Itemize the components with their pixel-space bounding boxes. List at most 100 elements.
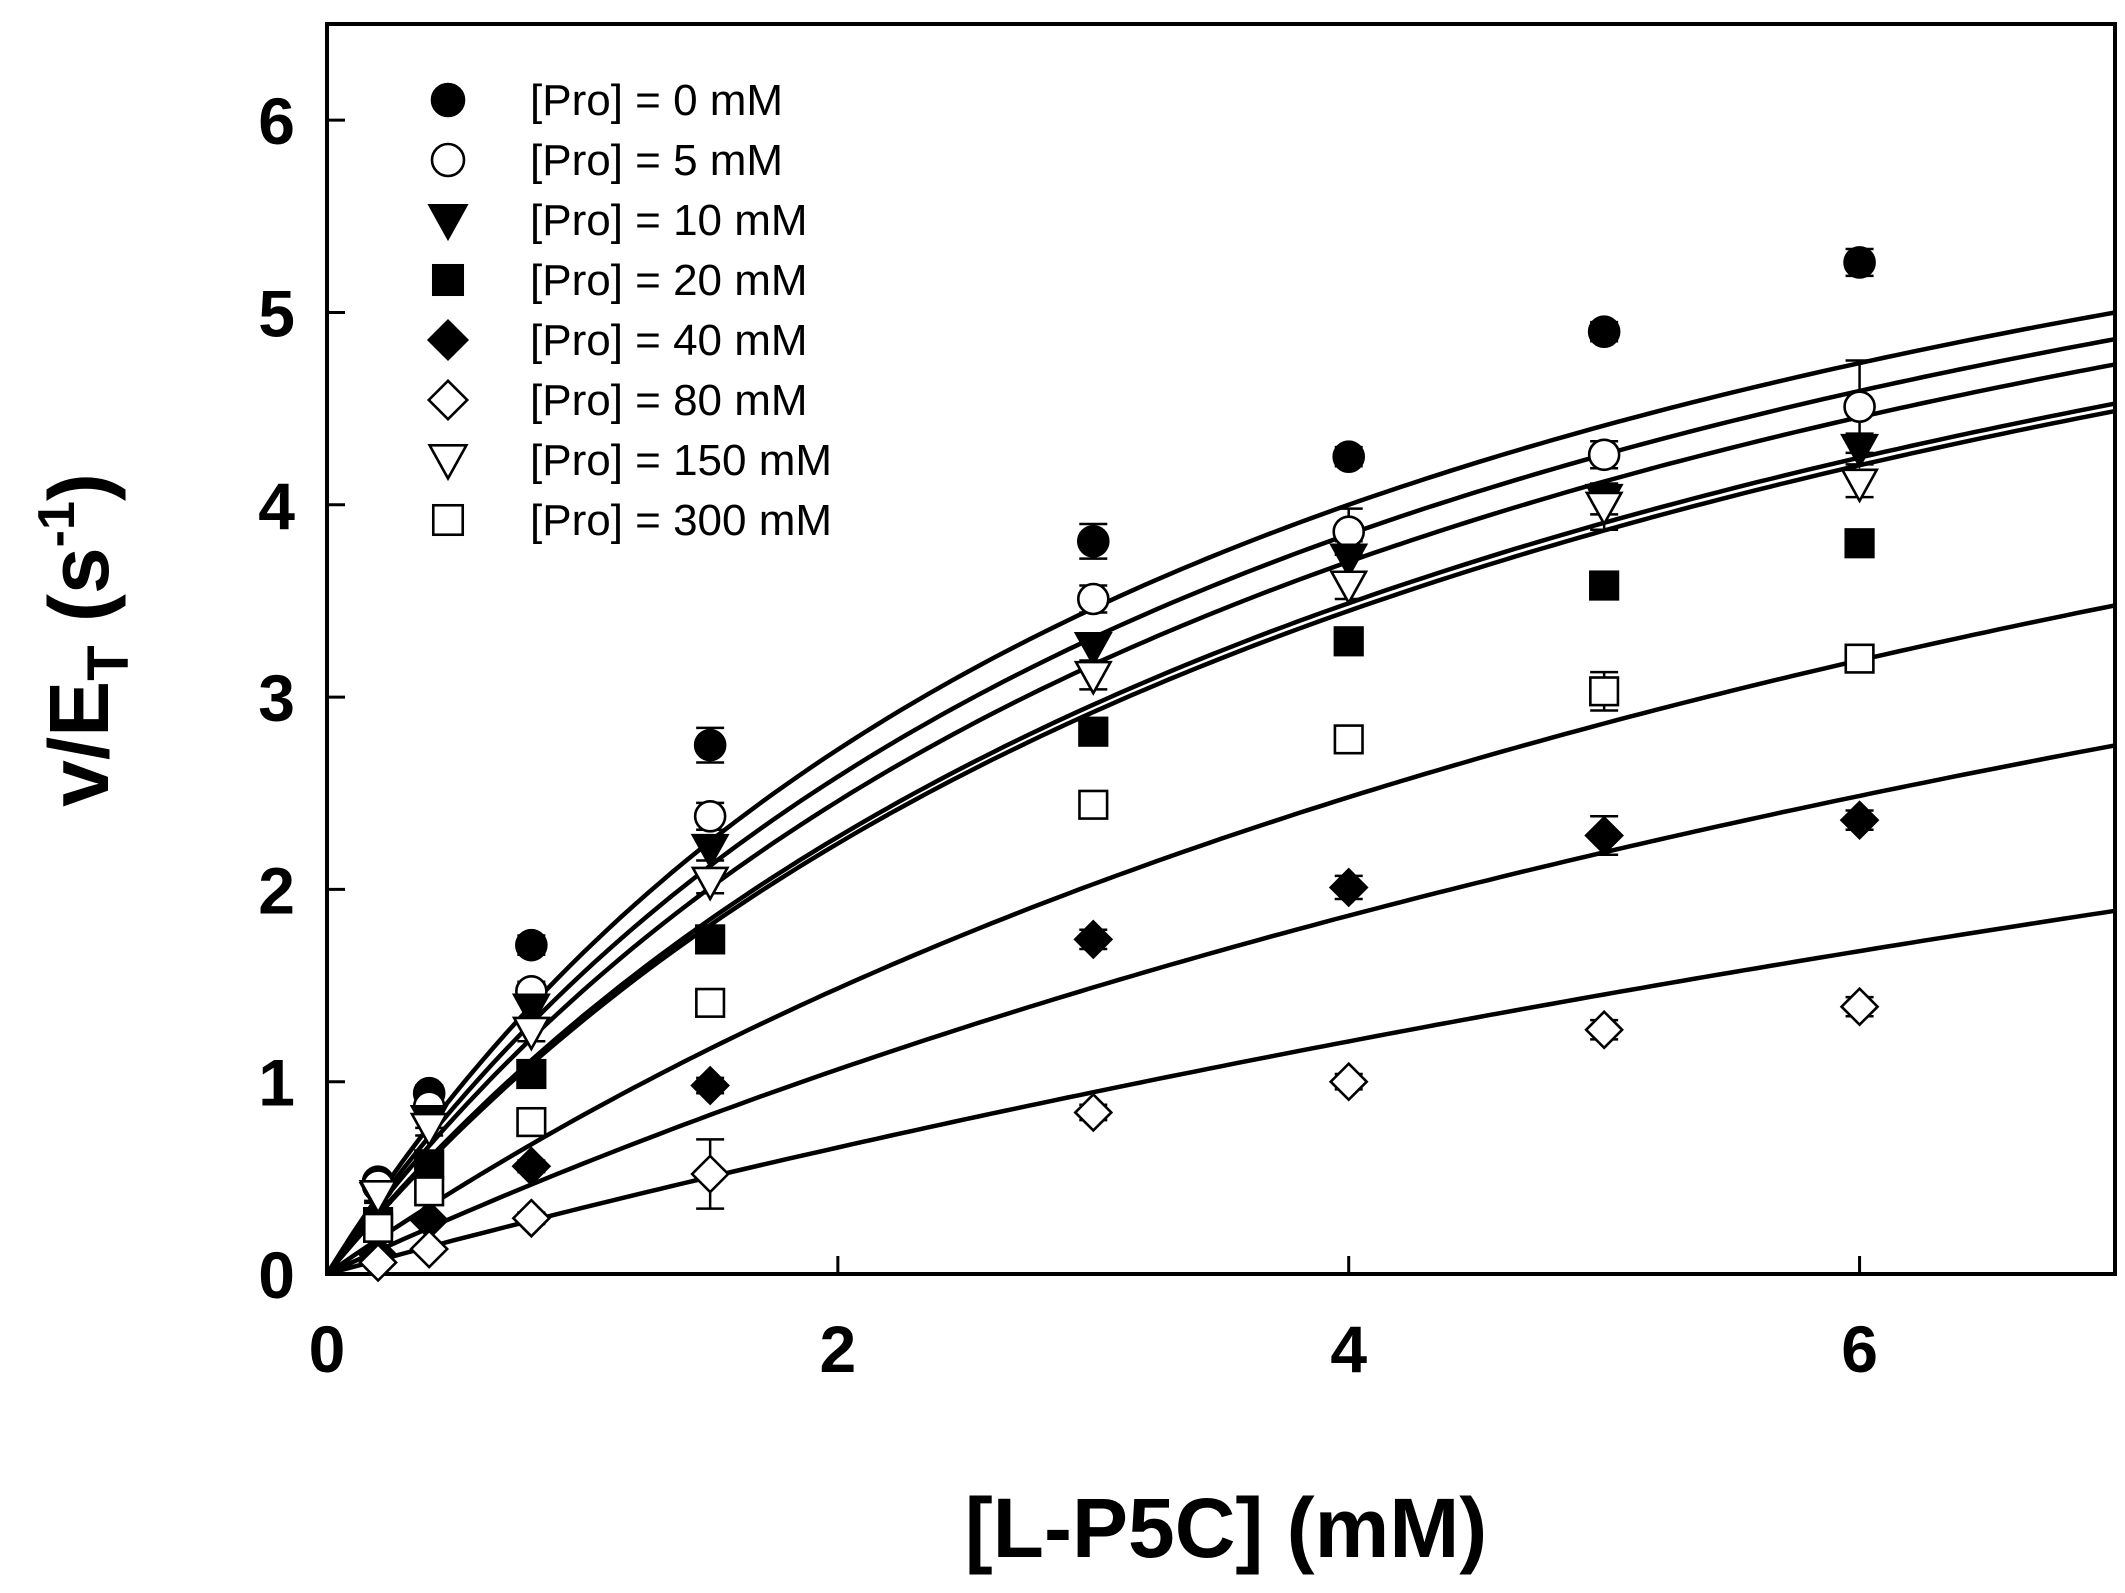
legend-label: [Pro] = 150 mM [530, 436, 832, 485]
data-point [1584, 491, 1624, 527]
y-tick-label: 0 [258, 1238, 295, 1312]
data-point [690, 1065, 730, 1106]
data-point [1073, 919, 1114, 960]
data-point [1843, 390, 1876, 423]
data-point [362, 1212, 394, 1243]
plot-area-frame [325, 22, 2117, 1276]
legend-label: [Pro] = 0 mM [530, 76, 783, 125]
legend-label: [Pro] = 5 mM [530, 136, 783, 185]
fit-curve [325, 603, 2116, 1276]
data-point [1332, 440, 1366, 473]
data-point [1076, 582, 1110, 616]
data-point [511, 1146, 552, 1187]
axis-ticks: 0 2 4 6 0 1 2 3 4 5 6 [258, 84, 1878, 1386]
data-point [1076, 525, 1110, 558]
data-point [1589, 676, 1620, 707]
fit-curve [326, 743, 2116, 1277]
fit-curve [325, 362, 2116, 1276]
data-point [1584, 1009, 1624, 1050]
data-point [1329, 543, 1369, 579]
y-tick-label: 4 [258, 469, 295, 543]
legend-marker [431, 263, 465, 297]
legend-label: [Pro] = 40 mM [530, 316, 808, 365]
legend-entry: [Pro] = 20 mM [431, 256, 808, 305]
data-point [695, 924, 726, 955]
data-point [1073, 1092, 1114, 1133]
legend-entry: [Pro] = 10 mM [427, 196, 808, 245]
data-point [1843, 246, 1876, 279]
data-point [1332, 515, 1366, 548]
data-point [511, 1016, 551, 1052]
data-point [1078, 789, 1109, 820]
data-point [1844, 643, 1875, 674]
legend-entry: [Pro] = 80 mM [426, 376, 808, 425]
y-tick-label: 1 [258, 1046, 295, 1120]
legend-marker [431, 503, 465, 537]
legend-marker [427, 443, 469, 482]
legend-marker [426, 378, 470, 422]
legend-marker [430, 142, 466, 178]
y-tick-label: 3 [258, 661, 295, 735]
data-point [511, 993, 551, 1029]
legend-label: [Pro] = 20 mM [530, 256, 808, 305]
legend-marker [427, 203, 469, 242]
data-point [414, 1149, 445, 1180]
data-point [693, 728, 727, 762]
legend-entry: [Pro] = 300 mM [431, 496, 832, 545]
data-point [1073, 631, 1113, 668]
data-point [693, 800, 727, 833]
x-tick-label: 2 [819, 1312, 856, 1386]
data-point [690, 833, 730, 869]
y-tick-label: 2 [258, 853, 295, 927]
data-point [358, 1180, 398, 1216]
data-point [515, 928, 548, 962]
data-point [409, 1112, 449, 1148]
fit-curve [326, 908, 2116, 1277]
legend-marker [430, 82, 466, 118]
y-axis-title: v/ET (s-1) [28, 473, 141, 807]
data-point [690, 866, 730, 902]
data-point [1078, 716, 1109, 747]
data-point [1840, 433, 1880, 469]
data-points [358, 246, 1880, 1283]
fit-curve [325, 401, 2116, 1276]
x-tick-label: 4 [1330, 1312, 1367, 1386]
data-point [1844, 528, 1875, 559]
data-point [1839, 986, 1880, 1027]
x-axis-title: [L-P5C] (mM) [965, 1481, 1488, 1575]
data-point [1329, 570, 1369, 606]
legend-entry: [Pro] = 150 mM [427, 436, 832, 485]
data-point [1333, 626, 1364, 657]
legend-label: [Pro] = 80 mM [530, 376, 808, 425]
fit-curves [325, 310, 2116, 1277]
data-point [1333, 724, 1364, 755]
legend-entry: [Pro] = 5 mM [430, 136, 783, 185]
data-point [409, 1229, 450, 1269]
data-point [516, 1058, 547, 1090]
fit-curve [325, 310, 2116, 1276]
data-point [516, 1106, 547, 1138]
legend-entry: [Pro] = 0 mM [430, 76, 783, 125]
fit-curve [325, 336, 2116, 1276]
data-point [1587, 315, 1621, 348]
data-point [1589, 570, 1620, 601]
legend-label: [Pro] = 300 mM [530, 496, 832, 545]
legend-marker [426, 318, 470, 362]
x-tick-label: 0 [309, 1312, 346, 1386]
data-point [511, 1198, 552, 1239]
data-point [1839, 800, 1880, 840]
data-point [1587, 438, 1621, 472]
y-tick-label: 6 [258, 84, 295, 158]
data-point [695, 987, 726, 1018]
data-point [1840, 468, 1880, 504]
fit-curve [325, 408, 2116, 1276]
legend-label: [Pro] = 10 mM [530, 196, 808, 245]
legend-entry: [Pro] = 40 mM [426, 316, 808, 365]
y-tick-label: 5 [258, 276, 295, 350]
data-point [1073, 660, 1113, 696]
data-point [358, 1242, 398, 1283]
data-point [690, 1154, 730, 1194]
legend: [Pro] = 0 mM [Pro] = 5 mM [Pro] = 10 mM [Pr… [426, 76, 832, 545]
x-tick-label: 6 [1841, 1312, 1878, 1386]
